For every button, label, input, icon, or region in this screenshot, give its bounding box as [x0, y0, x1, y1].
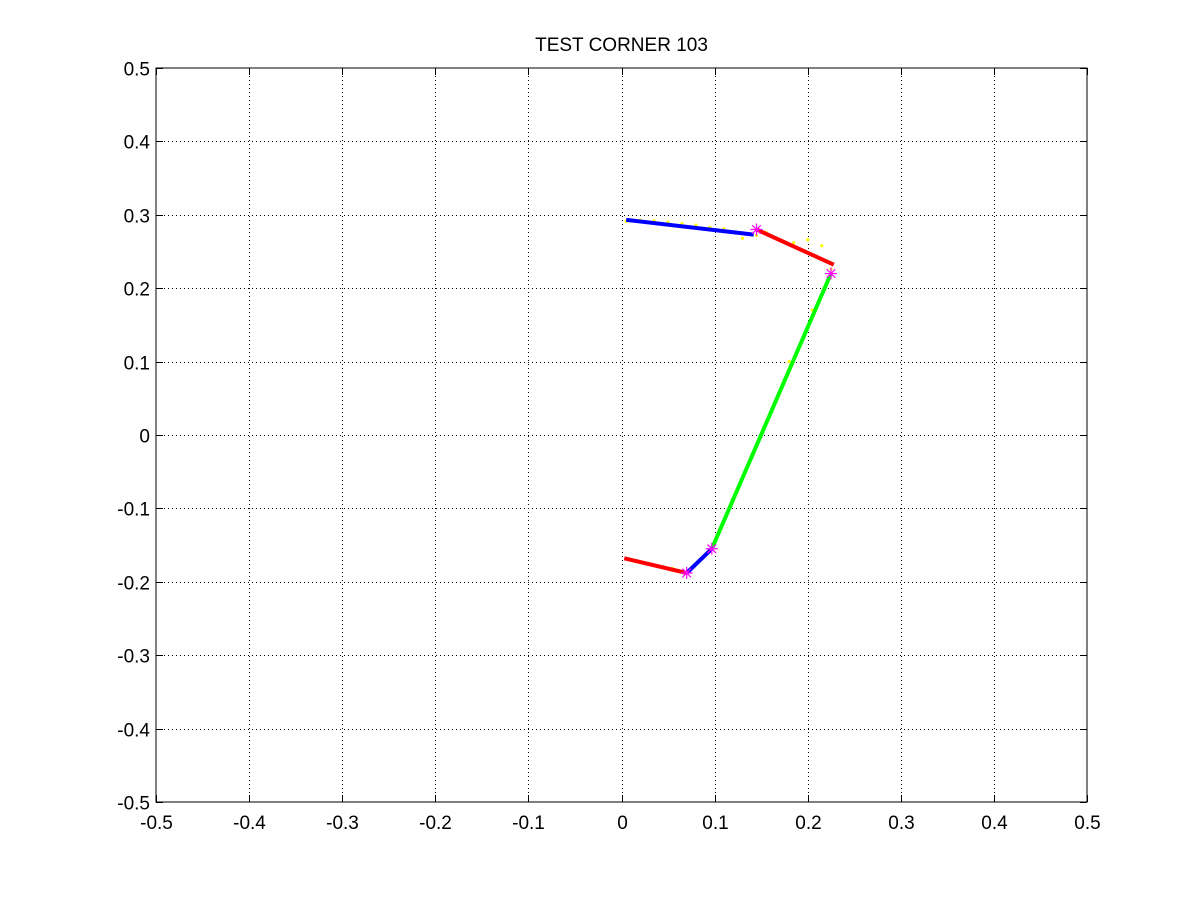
- y-tick-label: -0.3: [117, 647, 150, 668]
- x-tick-label: 0.2: [795, 813, 821, 834]
- data-point: [740, 236, 745, 240]
- x-tick-label: 0: [617, 813, 628, 834]
- y-tick-label: 0.5: [124, 60, 150, 81]
- y-tick-label: 0.4: [124, 133, 151, 154]
- marker-stroke: [707, 544, 717, 554]
- x-tick-label: 0.4: [981, 813, 1008, 834]
- data-series: [623, 217, 837, 579]
- series-line: [709, 272, 833, 550]
- x-tick-label: 0.5: [1074, 813, 1100, 834]
- series-line: [623, 556, 688, 575]
- x-tick-label: -0.3: [326, 813, 359, 834]
- y-tick-label: -0.4: [117, 721, 150, 742]
- axes-box: [155, 67, 1088, 803]
- x-tick-label: -0.5: [140, 813, 173, 834]
- series-line: [625, 217, 754, 237]
- y-tick-label: -0.5: [117, 794, 150, 815]
- marker-stroke: [826, 268, 836, 279]
- data-point: [820, 244, 824, 248]
- data-point: [787, 360, 791, 364]
- y-tick-label: 0.1: [124, 354, 150, 375]
- x-tick-label: 0.1: [702, 813, 728, 834]
- corner-marker: [824, 267, 837, 280]
- corner-marker: [750, 223, 763, 236]
- grid-lines: [156, 68, 1087, 802]
- marker-stroke: [751, 224, 762, 235]
- axis-ticks: -0.5 -0.4 -0.3 -0.2 -0.1 0 0.1 0.2 0.3 0.4 0.5 -0.5…: [117, 60, 1100, 835]
- data-point: [806, 238, 810, 242]
- y-tick-label: -0.2: [117, 574, 150, 595]
- chart-title: TEST CORNER 103: [535, 35, 708, 56]
- data-point: [792, 241, 796, 245]
- y-tick-label: -0.1: [117, 500, 150, 521]
- x-tick-label: -0.1: [512, 813, 545, 834]
- x-tick-label: -0.2: [419, 813, 452, 834]
- y-tick-label: 0.2: [124, 280, 150, 301]
- y-tick-label: 0: [139, 427, 150, 448]
- corner-marker: [680, 566, 693, 579]
- y-tick-label: 0.3: [124, 207, 150, 228]
- x-tick-label: 0.3: [888, 813, 914, 834]
- series-line: [755, 227, 835, 267]
- x-tick-label: -0.4: [233, 813, 266, 834]
- corner-marker: [705, 542, 718, 555]
- marker-stroke: [681, 568, 692, 578]
